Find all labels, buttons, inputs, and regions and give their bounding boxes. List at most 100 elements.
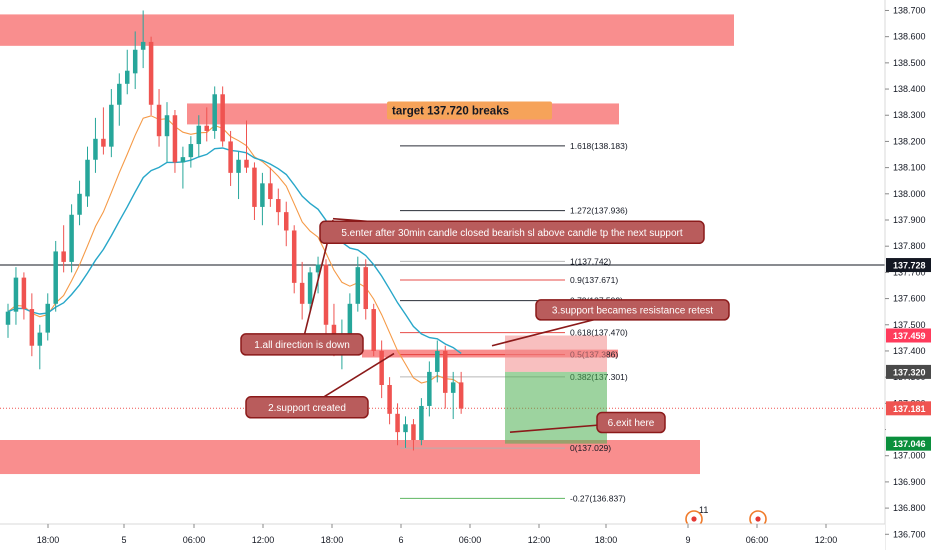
candle-body-1 xyxy=(13,277,19,312)
candle-body-0 xyxy=(5,311,11,325)
candle-body-10 xyxy=(85,159,90,197)
candle-body-16 xyxy=(132,49,138,74)
price-tag-label-4: 21:57 xyxy=(893,421,916,431)
candle-body-31 xyxy=(252,167,257,207)
price-tag-label-3: 137.181 xyxy=(893,404,926,414)
callout-exit-bg xyxy=(596,411,666,434)
price-tick-label-0: 138.700 xyxy=(893,5,926,15)
time-tick-label-5: 6 xyxy=(398,535,403,545)
position-layer xyxy=(505,335,607,444)
candle-body-44 xyxy=(355,267,361,304)
price-tick-label-4: 138.300 xyxy=(893,110,926,120)
callout-entry-text: 5.enter after 30min candle closed bearis… xyxy=(341,228,683,239)
candle-body-12 xyxy=(101,138,106,147)
callout-support-retest-bg xyxy=(535,299,730,321)
candle-body-50 xyxy=(403,424,408,433)
candle-body-23 xyxy=(188,144,194,158)
candle-body-3 xyxy=(29,309,35,346)
callout-support-created-bg xyxy=(245,396,369,419)
price-tick-label-5: 138.200 xyxy=(893,136,926,146)
price-tick-label-17: 137.000 xyxy=(893,451,926,461)
callout-entry: 5.enter after 30min candle closed bearis… xyxy=(319,217,705,245)
fib-label-1: 1.272(137.936) xyxy=(570,206,628,216)
callout-direction-down-text: 1.all direction is down xyxy=(254,340,350,351)
callout-support-retest-text: 3.support becames resistance retest xyxy=(552,305,713,316)
callout-support-retest: 3.support becames resistance retest xyxy=(491,299,730,347)
candle-body-14 xyxy=(117,83,122,105)
candle-body-29 xyxy=(236,159,241,173)
price-tick-label-8: 137.900 xyxy=(893,215,926,225)
price-tag-bg-2 xyxy=(886,364,931,379)
time-tick-label-11: 12:00 xyxy=(815,535,838,545)
price-tick-label-19: 136.800 xyxy=(893,503,926,513)
fib-label-5: 0.618(137.470) xyxy=(570,328,628,338)
candle-body-11 xyxy=(93,138,98,160)
candle-body-53 xyxy=(427,371,432,406)
callout-support-created-text: 2.support created xyxy=(268,403,346,414)
candle-body-7 xyxy=(61,251,66,262)
time-tick-label-8: 18:00 xyxy=(595,535,618,545)
candle-body-2 xyxy=(21,277,27,310)
candle-body-22 xyxy=(180,157,186,163)
price-tick-label-20: 136.700 xyxy=(893,529,926,539)
resistance-zone-top xyxy=(0,14,734,46)
candle-body-30 xyxy=(244,159,249,168)
time-tick-label-9: 9 xyxy=(685,535,690,545)
ema-fast-line xyxy=(7,115,462,386)
candle-body-56 xyxy=(450,382,456,393)
lines-layer xyxy=(0,264,885,409)
time-axis-bg xyxy=(0,524,885,550)
candle-body-45 xyxy=(363,267,368,310)
ema-slow-line xyxy=(7,147,462,354)
time-tick-label-1: 5 xyxy=(121,535,126,545)
price-tick-label-6: 138.100 xyxy=(893,163,926,173)
price-tag-bg-1 xyxy=(886,328,931,343)
candle-body-18 xyxy=(148,41,154,105)
stop-loss-area xyxy=(505,335,607,372)
support-resistance-zone xyxy=(362,349,618,358)
time-tick-label-0: 18:00 xyxy=(37,535,60,545)
price-tag-label-5: 137.046 xyxy=(893,439,926,449)
price-tag-bg-3 xyxy=(886,401,931,416)
candle-body-48 xyxy=(387,385,392,414)
zones-layer xyxy=(0,14,734,475)
candle-body-39 xyxy=(315,264,321,273)
price-tag-label-1: 137.459 xyxy=(893,331,926,341)
price-axis-bg xyxy=(885,0,932,550)
fib-label-0: 1.618(138.183) xyxy=(570,141,628,151)
candle-body-20 xyxy=(164,115,170,137)
target-label-text: target 137.720 breaks xyxy=(392,105,509,117)
target-label: target 137.720 breaks xyxy=(387,101,552,120)
candle-body-51 xyxy=(411,424,416,440)
candle-body-37 xyxy=(299,282,305,304)
candle-body-36 xyxy=(291,230,297,283)
time-tick-label-4: 18:00 xyxy=(321,535,344,545)
candle-body-55 xyxy=(443,350,448,393)
candle-body-24 xyxy=(196,125,202,145)
price-tick-label-2: 138.500 xyxy=(893,58,926,68)
price-tag-bg-5 xyxy=(886,436,931,451)
candle-body-52 xyxy=(419,405,424,440)
candle-body-28 xyxy=(228,141,233,173)
candle-body-32 xyxy=(260,183,265,207)
candle-body-5 xyxy=(45,303,50,333)
support-zone-bottom xyxy=(0,440,700,475)
event-dot-1 xyxy=(755,516,761,522)
candle-body-40 xyxy=(323,264,329,325)
event-count-0: 11 xyxy=(699,505,708,515)
event-dot-0 xyxy=(691,516,697,522)
candle-body-26 xyxy=(212,94,217,131)
candle-body-43 xyxy=(347,303,353,338)
callout-direction-down-bg xyxy=(240,333,364,356)
candle-body-35 xyxy=(284,212,289,231)
callout-direction-down: 1.all direction is down xyxy=(240,219,364,356)
take-profit-area xyxy=(505,371,607,444)
candle-body-15 xyxy=(125,70,130,84)
price-tag-bg-4 xyxy=(886,418,931,433)
candle-body-13 xyxy=(109,104,114,147)
candle-body-54 xyxy=(435,350,440,372)
candle-body-17 xyxy=(140,41,146,50)
candle-body-4 xyxy=(37,332,43,346)
